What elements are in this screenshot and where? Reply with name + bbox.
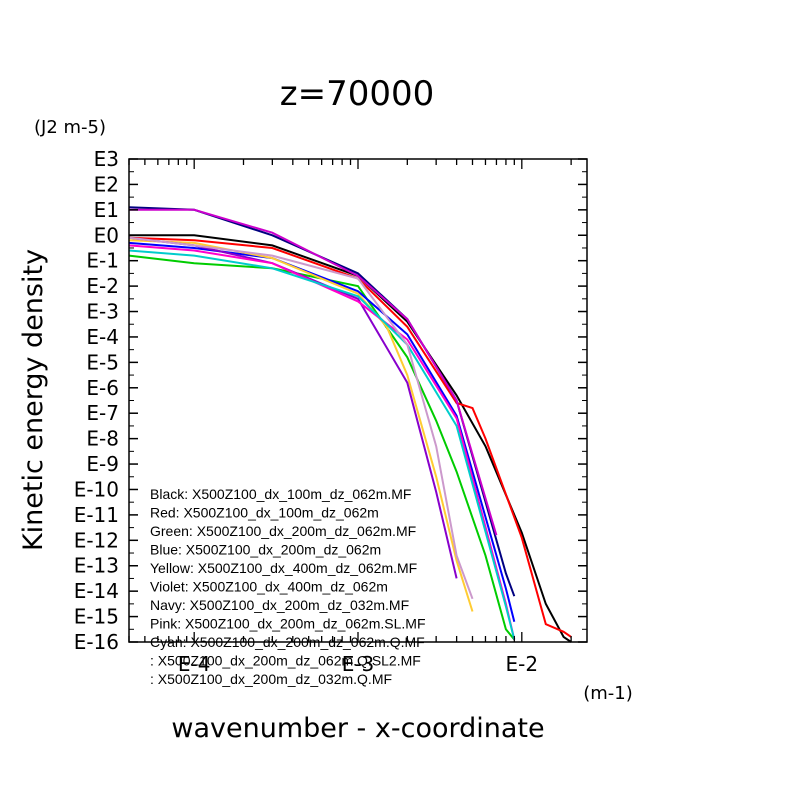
legend-entry: Violet: X500Z100_dx_400m_dz_062m bbox=[150, 579, 388, 595]
legend-entry: Red: X500Z100_dx_100m_dz_062m bbox=[150, 505, 379, 521]
y-tick-label: E-1 bbox=[86, 249, 119, 273]
series-layer bbox=[128, 206, 572, 643]
legend-entry: Cyan: X500Z100_dx_200m_dz_062m.Q.MF bbox=[150, 634, 425, 650]
series-line-8 bbox=[128, 249, 516, 640]
x-tick-label: E-2 bbox=[506, 652, 539, 676]
y-tick-label: E-13 bbox=[74, 554, 119, 578]
chart-title: z=70000 bbox=[280, 74, 435, 114]
y-tick-label: E3 bbox=[94, 147, 119, 171]
legend-entry: : X500Z100_dx_200m_dz_062m.Q.SL2.MF bbox=[150, 653, 421, 669]
y-tick-label: E0 bbox=[94, 223, 119, 247]
y-tick-label: E-11 bbox=[74, 503, 119, 527]
y-tick-label: E-8 bbox=[86, 427, 119, 451]
series-line-1 bbox=[128, 236, 572, 638]
y-axis-title: Kinetic energy density bbox=[18, 249, 49, 551]
y-tick-label: E-2 bbox=[86, 274, 119, 298]
x-tick-label: E-4 bbox=[178, 652, 211, 676]
y-tick-label: E-3 bbox=[86, 300, 119, 324]
legend-entry: : X500Z100_dx_200m_dz_032m.Q.MF bbox=[150, 671, 392, 687]
series-line-9 bbox=[128, 236, 474, 600]
x-tick-label: E-3 bbox=[342, 652, 375, 676]
legend-entry: Black: X500Z100_dx_100m_dz_062m.MF bbox=[150, 486, 411, 502]
legend-entry: Pink: X500Z100_dx_200m_dz_062m.SL.MF bbox=[150, 616, 426, 632]
legend-entry: Blue: X500Z100_dx_200m_dz_062m bbox=[150, 542, 381, 558]
legend: Black: X500Z100_dx_100m_dz_062m.MF Red: X… bbox=[150, 486, 426, 687]
y-tick-label: E1 bbox=[94, 198, 119, 222]
y-tick-label: E-4 bbox=[86, 325, 119, 349]
y-tick-label: E-9 bbox=[86, 452, 119, 476]
legend-entry: Yellow: X500Z100_dx_400m_dz_062m.MF bbox=[150, 560, 417, 576]
series-line-10 bbox=[129, 208, 498, 536]
x-axis-title: wavenumber - x-coordinate bbox=[171, 713, 544, 744]
legend-entry: Navy: X500Z100_dx_200m_dz_032m.MF bbox=[150, 597, 409, 613]
y-tick-label: E2 bbox=[94, 172, 119, 196]
x-ticks: E-4 E-3 E-2 bbox=[128, 159, 572, 676]
series-line-2 bbox=[128, 254, 516, 641]
y-tick-label: E-6 bbox=[86, 376, 119, 400]
y-tick-label: E-12 bbox=[74, 528, 119, 552]
y-tick-label: E-5 bbox=[86, 350, 119, 374]
y-tick-label: E-10 bbox=[74, 477, 119, 501]
y-axis-unit: (J2 m-5) bbox=[34, 117, 106, 138]
y-tick-label: E-7 bbox=[86, 401, 119, 425]
series-line-0 bbox=[129, 234, 572, 643]
y-tick-label: E-16 bbox=[74, 630, 119, 654]
y-tick-label: E-14 bbox=[74, 579, 119, 603]
y-ticks: E3E2E1E0E-1E-2E-3E-4E-5E-6E-7E-8E-9E-10E… bbox=[74, 147, 587, 654]
legend-entry: Green: X500Z100_dx_200m_dz_062m.MF bbox=[150, 523, 416, 539]
x-axis-unit: (m-1) bbox=[583, 683, 633, 704]
y-tick-label: E-15 bbox=[74, 605, 119, 629]
